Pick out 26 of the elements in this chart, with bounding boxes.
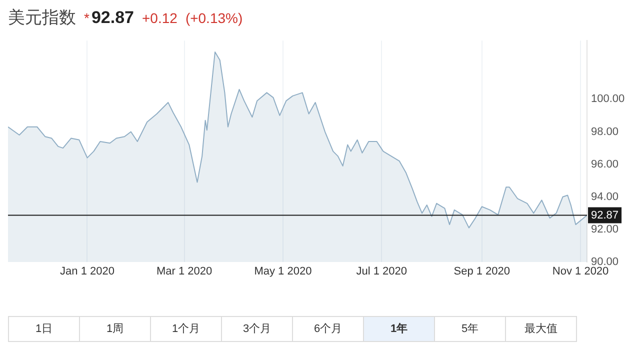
ref-line-label: 92.87 bbox=[591, 209, 619, 222]
x-tick-label: May 1 2020 bbox=[254, 266, 312, 278]
y-tick-label: 94.00 bbox=[591, 190, 619, 203]
x-tick-label: Jan 1 2020 bbox=[60, 266, 114, 278]
text: +0.12 bbox=[142, 10, 178, 26]
text: * bbox=[84, 10, 90, 26]
text: 1年 bbox=[363, 316, 435, 342]
y-tick-label: 96.00 bbox=[591, 158, 619, 170]
x-tick-label: Mar 1 2020 bbox=[156, 266, 212, 278]
text: 1日 bbox=[8, 316, 80, 342]
y-tick-label: 100.00 bbox=[591, 93, 625, 106]
text: 92.87 bbox=[91, 8, 134, 28]
x-tick-label: Jul 1 2020 bbox=[356, 266, 407, 278]
x-tick-label: Sep 1 2020 bbox=[454, 266, 510, 278]
text: 最大值 bbox=[505, 316, 577, 342]
text: 3个月 bbox=[221, 316, 293, 342]
text: 1周 bbox=[79, 316, 151, 342]
text: 1个月 bbox=[150, 316, 222, 342]
text: (+0.13%) bbox=[185, 10, 243, 26]
y-tick-label: 92.00 bbox=[591, 223, 619, 236]
y-tick-label: 98.00 bbox=[591, 126, 619, 138]
text: 5年 bbox=[434, 316, 506, 342]
y-tick-label: 90.00 bbox=[591, 256, 619, 268]
chart-title: 美元指数 bbox=[8, 7, 76, 29]
text: 6个月 bbox=[292, 316, 364, 342]
x-tick-label: Nov 1 2020 bbox=[552, 266, 609, 278]
